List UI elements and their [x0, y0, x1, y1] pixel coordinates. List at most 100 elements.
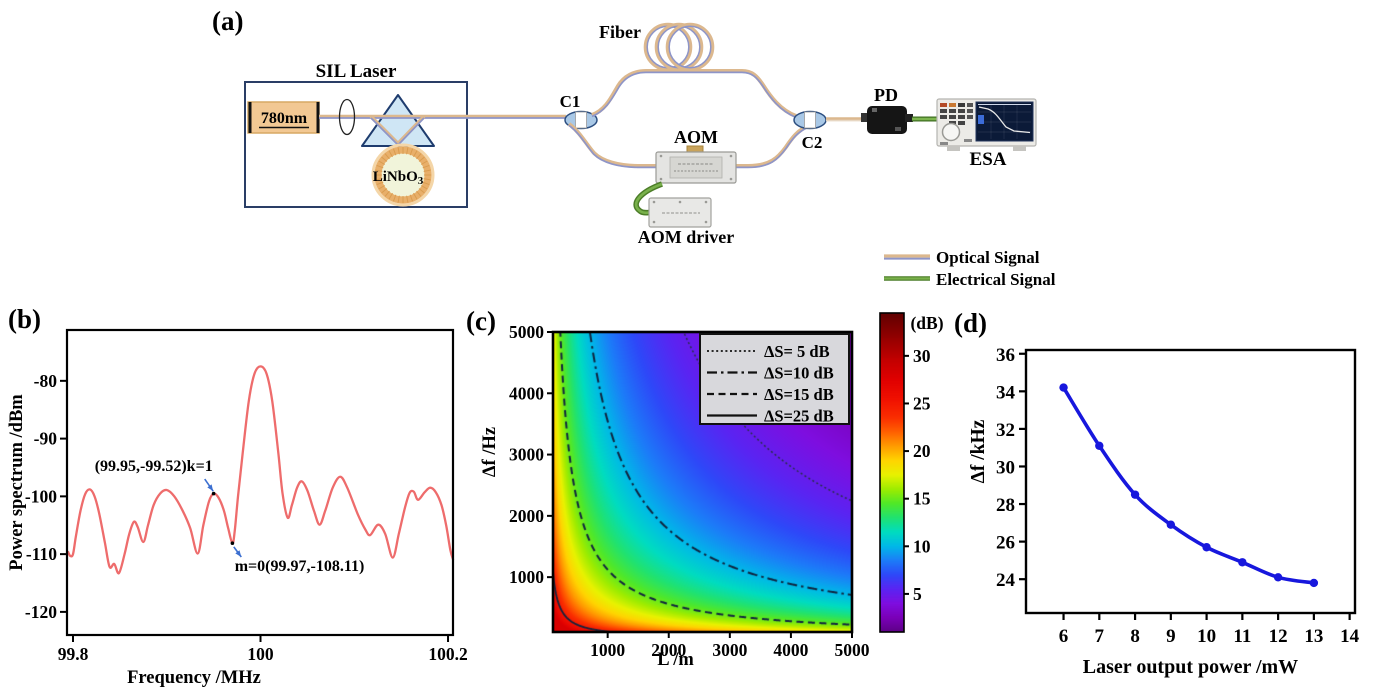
y-tick-label: 34 — [996, 382, 1016, 403]
y-tick-label: 24 — [996, 570, 1016, 591]
legend-entry-label: ΔS=10 dB — [764, 364, 834, 383]
linbo3-disk: LiNbO3 — [371, 143, 435, 207]
disk-tick — [376, 164, 384, 169]
spectrum-curve — [66, 365, 455, 575]
y-tick-label: -120 — [25, 602, 57, 622]
disk-tick — [413, 150, 418, 158]
colorbar-tick-label: 20 — [913, 441, 931, 461]
power-spectrum-chart: -80 -90 -100 -110 -120 99.8 100 100.2 (99.95,-99… — [7, 328, 468, 688]
esa-screen — [975, 101, 1034, 142]
setup-diagram: SIL Laser 780nm LiNbO3 — [244, 22, 1056, 289]
y-tick-label: 3000 — [509, 445, 544, 465]
colorbar-tick-label: 5 — [913, 584, 922, 604]
fiber-aom-arm — [567, 122, 809, 169]
legend-entry-label: ΔS=15 dB — [764, 385, 834, 404]
sil-laser-box: SIL Laser — [244, 61, 468, 208]
y-tick-label: 5000 — [509, 322, 544, 342]
disk-tick — [420, 185, 428, 190]
pd-label: PD — [874, 85, 898, 105]
y-axis-title: Δf /Hz — [480, 427, 500, 477]
x-axis-title: Laser output power /mW — [1083, 656, 1298, 678]
x-tick-label: 3000 — [712, 640, 747, 660]
colorbar-tick-label: 10 — [913, 536, 931, 556]
optical-signal-label: Optical Signal — [936, 248, 1040, 267]
linewidth-curve — [1062, 386, 1315, 585]
disk-tick — [413, 192, 418, 200]
y-tick-label: 28 — [996, 495, 1015, 516]
y-tick-label: 2000 — [509, 506, 544, 526]
y-axis-title: Δf /kHz — [968, 419, 989, 483]
disk-tick — [406, 195, 409, 203]
plot-frame — [551, 330, 854, 634]
colorbar-tick-label: 25 — [913, 393, 931, 413]
data-point-marker — [1130, 490, 1140, 499]
sil-laser-label: SIL Laser — [316, 61, 397, 82]
y-tick-label: 1000 — [509, 567, 544, 587]
coupler-c1: C1 — [560, 92, 598, 130]
disk-tick — [422, 181, 430, 186]
disk-tick — [418, 156, 425, 162]
data-point-marker — [1202, 543, 1211, 552]
disk-tick — [375, 169, 383, 172]
disk-tick — [384, 153, 390, 160]
plot-frame — [65, 328, 455, 637]
x-tick-label: 12 — [1269, 626, 1288, 647]
disk-tick — [416, 153, 422, 160]
arrowhead — [235, 550, 242, 558]
photodetector: PD — [861, 85, 913, 134]
disk-tick — [397, 195, 400, 203]
fiber-label: Fiber — [599, 22, 641, 42]
disk-tick — [384, 190, 390, 197]
annotation-text: m=0(99.97,-108.11) — [235, 558, 365, 575]
fiber-delay-arm: Fiber — [591, 22, 797, 119]
y-tick-label: -110 — [26, 544, 57, 564]
colorbar-title: (dB) — [910, 313, 943, 333]
y-tick-label: -80 — [34, 371, 58, 391]
annotation-marker — [230, 541, 235, 546]
colorbar — [880, 313, 904, 632]
y-tick-label: -100 — [25, 486, 57, 506]
x-tick-label: 4000 — [773, 640, 808, 660]
data-point-marker — [1059, 383, 1068, 392]
fiber-coil — [643, 22, 715, 72]
x-axis-title: Frequency /MHz — [127, 668, 261, 688]
data-point-marker — [1238, 558, 1247, 567]
crystal-label: LiNbO3 — [373, 169, 424, 187]
c2-label: C2 — [802, 133, 823, 152]
disk-tick — [378, 160, 386, 165]
legend-entry-label: ΔS=25 dB — [764, 407, 834, 426]
panel-label-d: (d) — [954, 308, 987, 338]
disk-tick — [420, 160, 428, 165]
x-tick-label: 8 — [1130, 626, 1140, 647]
lens — [338, 98, 356, 136]
free-space-beam — [319, 114, 566, 147]
colorbar-tick-label: 30 — [913, 346, 931, 366]
x-tick-label: 13 — [1304, 626, 1323, 647]
x-tick-label: 7 — [1095, 626, 1105, 647]
x-tick-label: 14 — [1340, 626, 1360, 647]
disk-tick — [422, 164, 430, 169]
power-spectrum-panel: -80 -90 -100 -110 -120 99.8 100 100.2 (99.95,-99… — [0, 300, 470, 691]
disk-tick — [378, 185, 386, 190]
contour-legend: ΔS= 5 dB ΔS=10 dB ΔS=15 dB ΔS=25 dB — [699, 333, 850, 426]
annotation-marker — [211, 491, 216, 496]
x-axis-title: L /m — [657, 650, 694, 670]
heatmap-axes-overlay: 1000 2000 3000 4000 5000 1000 2000 3000 4000 5000… — [480, 312, 944, 670]
laser-diode: 780nm — [247, 101, 320, 134]
aom-driver-device: AOM driver — [638, 197, 734, 247]
x-tick-label: 10 — [1197, 626, 1216, 647]
esa-instrument: ESA — [936, 98, 1037, 170]
data-point-marker — [1309, 578, 1319, 588]
disk-tick — [381, 188, 388, 194]
disk-tick — [406, 147, 409, 155]
y-axis-title: Power spectrum /dBm — [7, 394, 27, 571]
annotation-text: (99.95,-99.52)k=1 — [95, 458, 213, 475]
disk-tick — [397, 147, 400, 155]
linewidth-chart: 24 26 28 30 32 34 36 6 7 8 9 10 11 12 13 14 Laser output… — [968, 345, 1360, 678]
aom-label: AOM — [674, 127, 718, 147]
disk-tick — [392, 194, 397, 202]
c1-label: C1 — [560, 92, 581, 111]
x-tick-label: 2000 — [651, 640, 686, 660]
x-tick-label: 1000 — [590, 640, 625, 660]
